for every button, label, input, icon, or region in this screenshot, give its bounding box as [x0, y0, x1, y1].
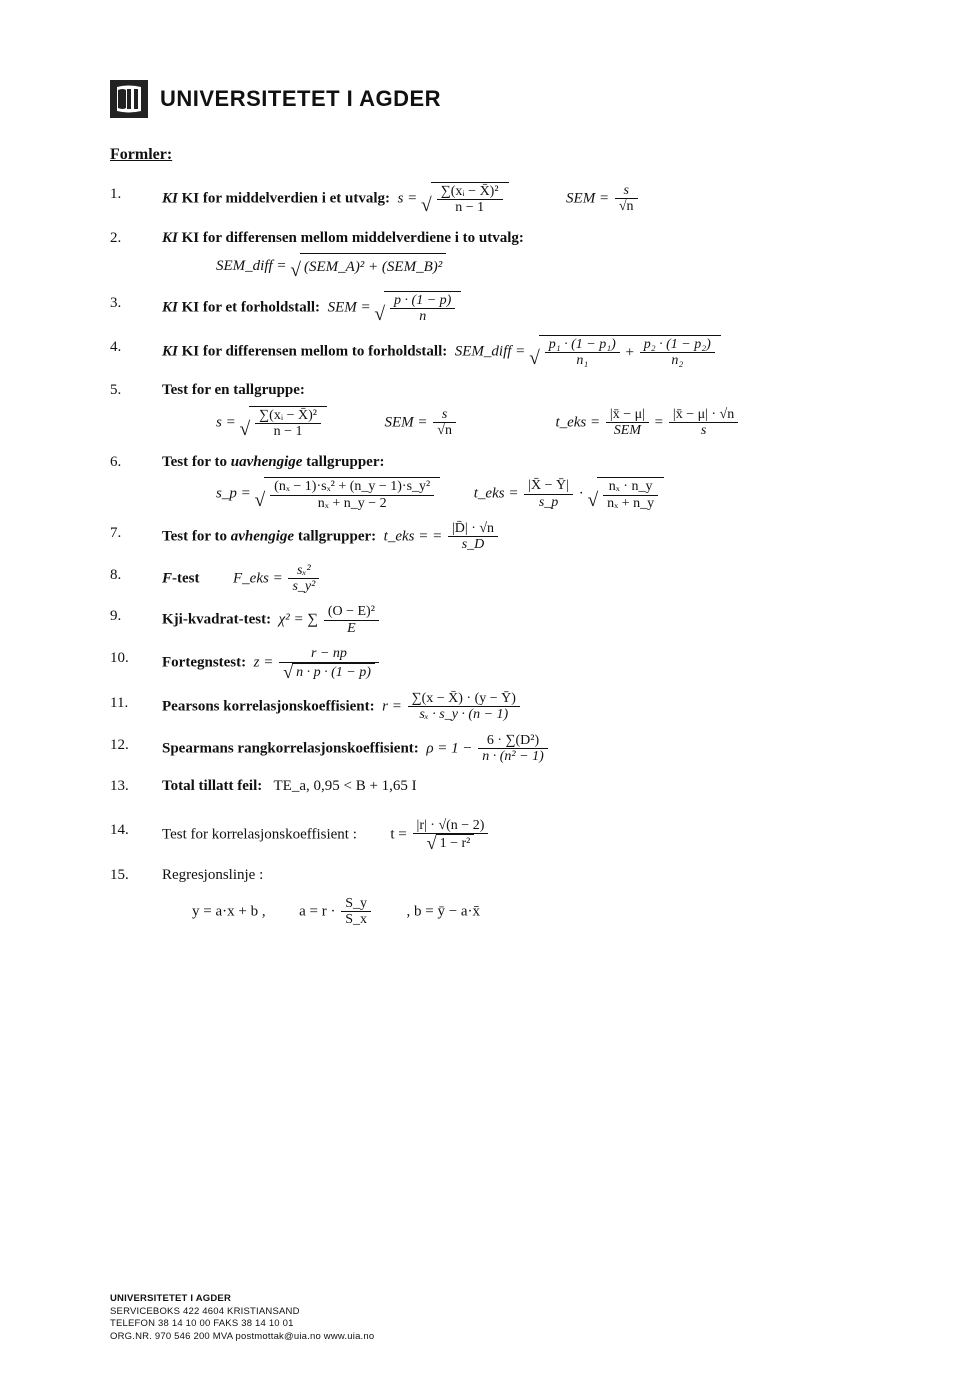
- university-logo-icon: [110, 80, 148, 118]
- ki-label: KI: [162, 190, 178, 206]
- item-number: 15.: [110, 863, 134, 889]
- sqrt-icon: p₁ · (1 − p₁)n₁ + p₂ · (1 − p₂)n₂: [529, 335, 721, 369]
- formula-item-1: 1. KI KI for middelverdien i et utvalg: …: [110, 182, 900, 216]
- item-body: Test for en tallgruppe: s = ∑(xᵢ − X̄)²n…: [162, 378, 900, 439]
- eq2-lhs: SEM =: [566, 190, 609, 206]
- item-body: KI KI for middelverdien i et utvalg: s =…: [162, 182, 900, 216]
- formula-item-13: 13. Total tillatt feil: TE_a, 0,95 < B +…: [110, 774, 900, 800]
- label: KI for et forholdstall:: [182, 299, 320, 315]
- formula-item-2: 2. KI KI for differensen mellom middelve…: [110, 226, 900, 281]
- item-body: KI KI for differensen mellom to forholds…: [162, 335, 900, 369]
- item-body: F-test F_eks = sₓ²s_y²: [162, 563, 900, 595]
- item-body: Total tillatt feil: TE_a, 0,95 < B + 1,6…: [162, 774, 900, 800]
- item-number: 13.: [110, 774, 134, 800]
- item-body: Test for korrelasjonskoeffisient : t = |…: [162, 818, 900, 853]
- item-body: Test for to avhengige tallgrupper: t_eks…: [162, 521, 900, 553]
- item-number: 12.: [110, 733, 134, 759]
- item-number: 8.: [110, 563, 134, 589]
- item-body: Test for to uavhengige tallgrupper: s_p …: [162, 450, 900, 511]
- item-body: Spearmans rangkorrelasjonskoeffisient: ρ…: [162, 733, 900, 765]
- formula-item-5: 5. Test for en tallgruppe: s = ∑(xᵢ − X̄…: [110, 378, 900, 439]
- item-number: 2.: [110, 226, 134, 252]
- item-number: 10.: [110, 646, 134, 672]
- item-number: 5.: [110, 378, 134, 404]
- item-number: 4.: [110, 335, 134, 361]
- formula-item-8: 8. F-test F_eks = sₓ²s_y²: [110, 563, 900, 595]
- formula-list: 1. KI KI for middelverdien i et utvalg: …: [110, 182, 900, 928]
- formula-item-4: 4. KI KI for differensen mellom to forho…: [110, 335, 900, 369]
- footer: UNIVERSITETET I AGDER SERVICEBOKS 422 46…: [110, 1293, 374, 1344]
- formula-item-9: 9. Kji-kvadrat-test: χ² = ∑ (O − E)²E: [110, 604, 900, 636]
- item-body: Regresjonslinje : y = a·x + b , a = r · …: [162, 863, 900, 928]
- formula-item-15: 15. Regresjonslinje : y = a·x + b , a = …: [110, 863, 900, 928]
- page: UNIVERSITETET I AGDER Formler: 1. KI KI …: [0, 0, 960, 1394]
- formula-item-7: 7. Test for to avhengige tallgrupper: t_…: [110, 521, 900, 553]
- footer-line-3: TELEFON 38 14 10 00 FAKS 38 14 10 01: [110, 1318, 374, 1331]
- formula-item-3: 3. KI KI for et forholdstall: SEM = p · …: [110, 291, 900, 325]
- item-number: 11.: [110, 691, 134, 717]
- item-body: KI KI for et forholdstall: SEM = p · (1 …: [162, 291, 900, 325]
- eq-lhs: s =: [398, 190, 418, 206]
- item-number: 3.: [110, 291, 134, 317]
- item-number: 9.: [110, 604, 134, 630]
- formula-item-11: 11. Pearsons korrelasjonskoeffisient: r …: [110, 691, 900, 723]
- footer-line-2: SERVICEBOKS 422 4604 KRISTIANSAND: [110, 1306, 374, 1319]
- eq-lhs: SEM_diff =: [455, 343, 526, 359]
- footer-line-1: UNIVERSITETET I AGDER: [110, 1293, 374, 1306]
- sqrt-icon: (SEM_A)² + (SEM_B)²: [290, 253, 446, 281]
- label: KI for middelverdien i et utvalg:: [182, 190, 390, 206]
- formula-item-14: 14. Test for korrelasjonskoeffisient : t…: [110, 818, 900, 853]
- item-body: Pearsons korrelasjonskoeffisient: r = ∑(…: [162, 691, 900, 723]
- label: KI for differensen mellom to forholdstal…: [182, 343, 448, 359]
- formula-item-10: 10. Fortegnstest: z = r − np n · p · (1 …: [110, 646, 900, 681]
- item-body: KI KI for differensen mellom middelverdi…: [162, 226, 900, 281]
- item-number: 6.: [110, 450, 134, 476]
- item-number: 1.: [110, 182, 134, 208]
- formula-item-6: 6. Test for to uavhengige tallgrupper: s…: [110, 450, 900, 511]
- item-body: Fortegnstest: z = r − np n · p · (1 − p): [162, 646, 900, 681]
- item-number: 7.: [110, 521, 134, 547]
- formula-item-12: 12. Spearmans rangkorrelasjonskoeffisien…: [110, 733, 900, 765]
- item-body: Kji-kvadrat-test: χ² = ∑ (O − E)²E: [162, 604, 900, 636]
- sqrt-icon: ∑(xᵢ − X̄)²n − 1: [421, 182, 509, 216]
- item-number: 14.: [110, 818, 134, 844]
- section-title: Formler:: [110, 146, 900, 164]
- university-name: UNIVERSITETET I AGDER: [160, 86, 441, 112]
- label: KI for differensen mellom middelverdiene…: [182, 230, 524, 246]
- footer-line-4: ORG.NR. 970 546 200 MVA postmottak@uia.n…: [110, 1331, 374, 1344]
- eq-lhs: SEM =: [328, 299, 371, 315]
- eq-lhs: SEM_diff =: [216, 258, 287, 274]
- label: Test for en tallgruppe:: [162, 382, 305, 398]
- header: UNIVERSITETET I AGDER: [110, 80, 900, 118]
- sqrt-icon: p · (1 − p)n: [374, 291, 461, 325]
